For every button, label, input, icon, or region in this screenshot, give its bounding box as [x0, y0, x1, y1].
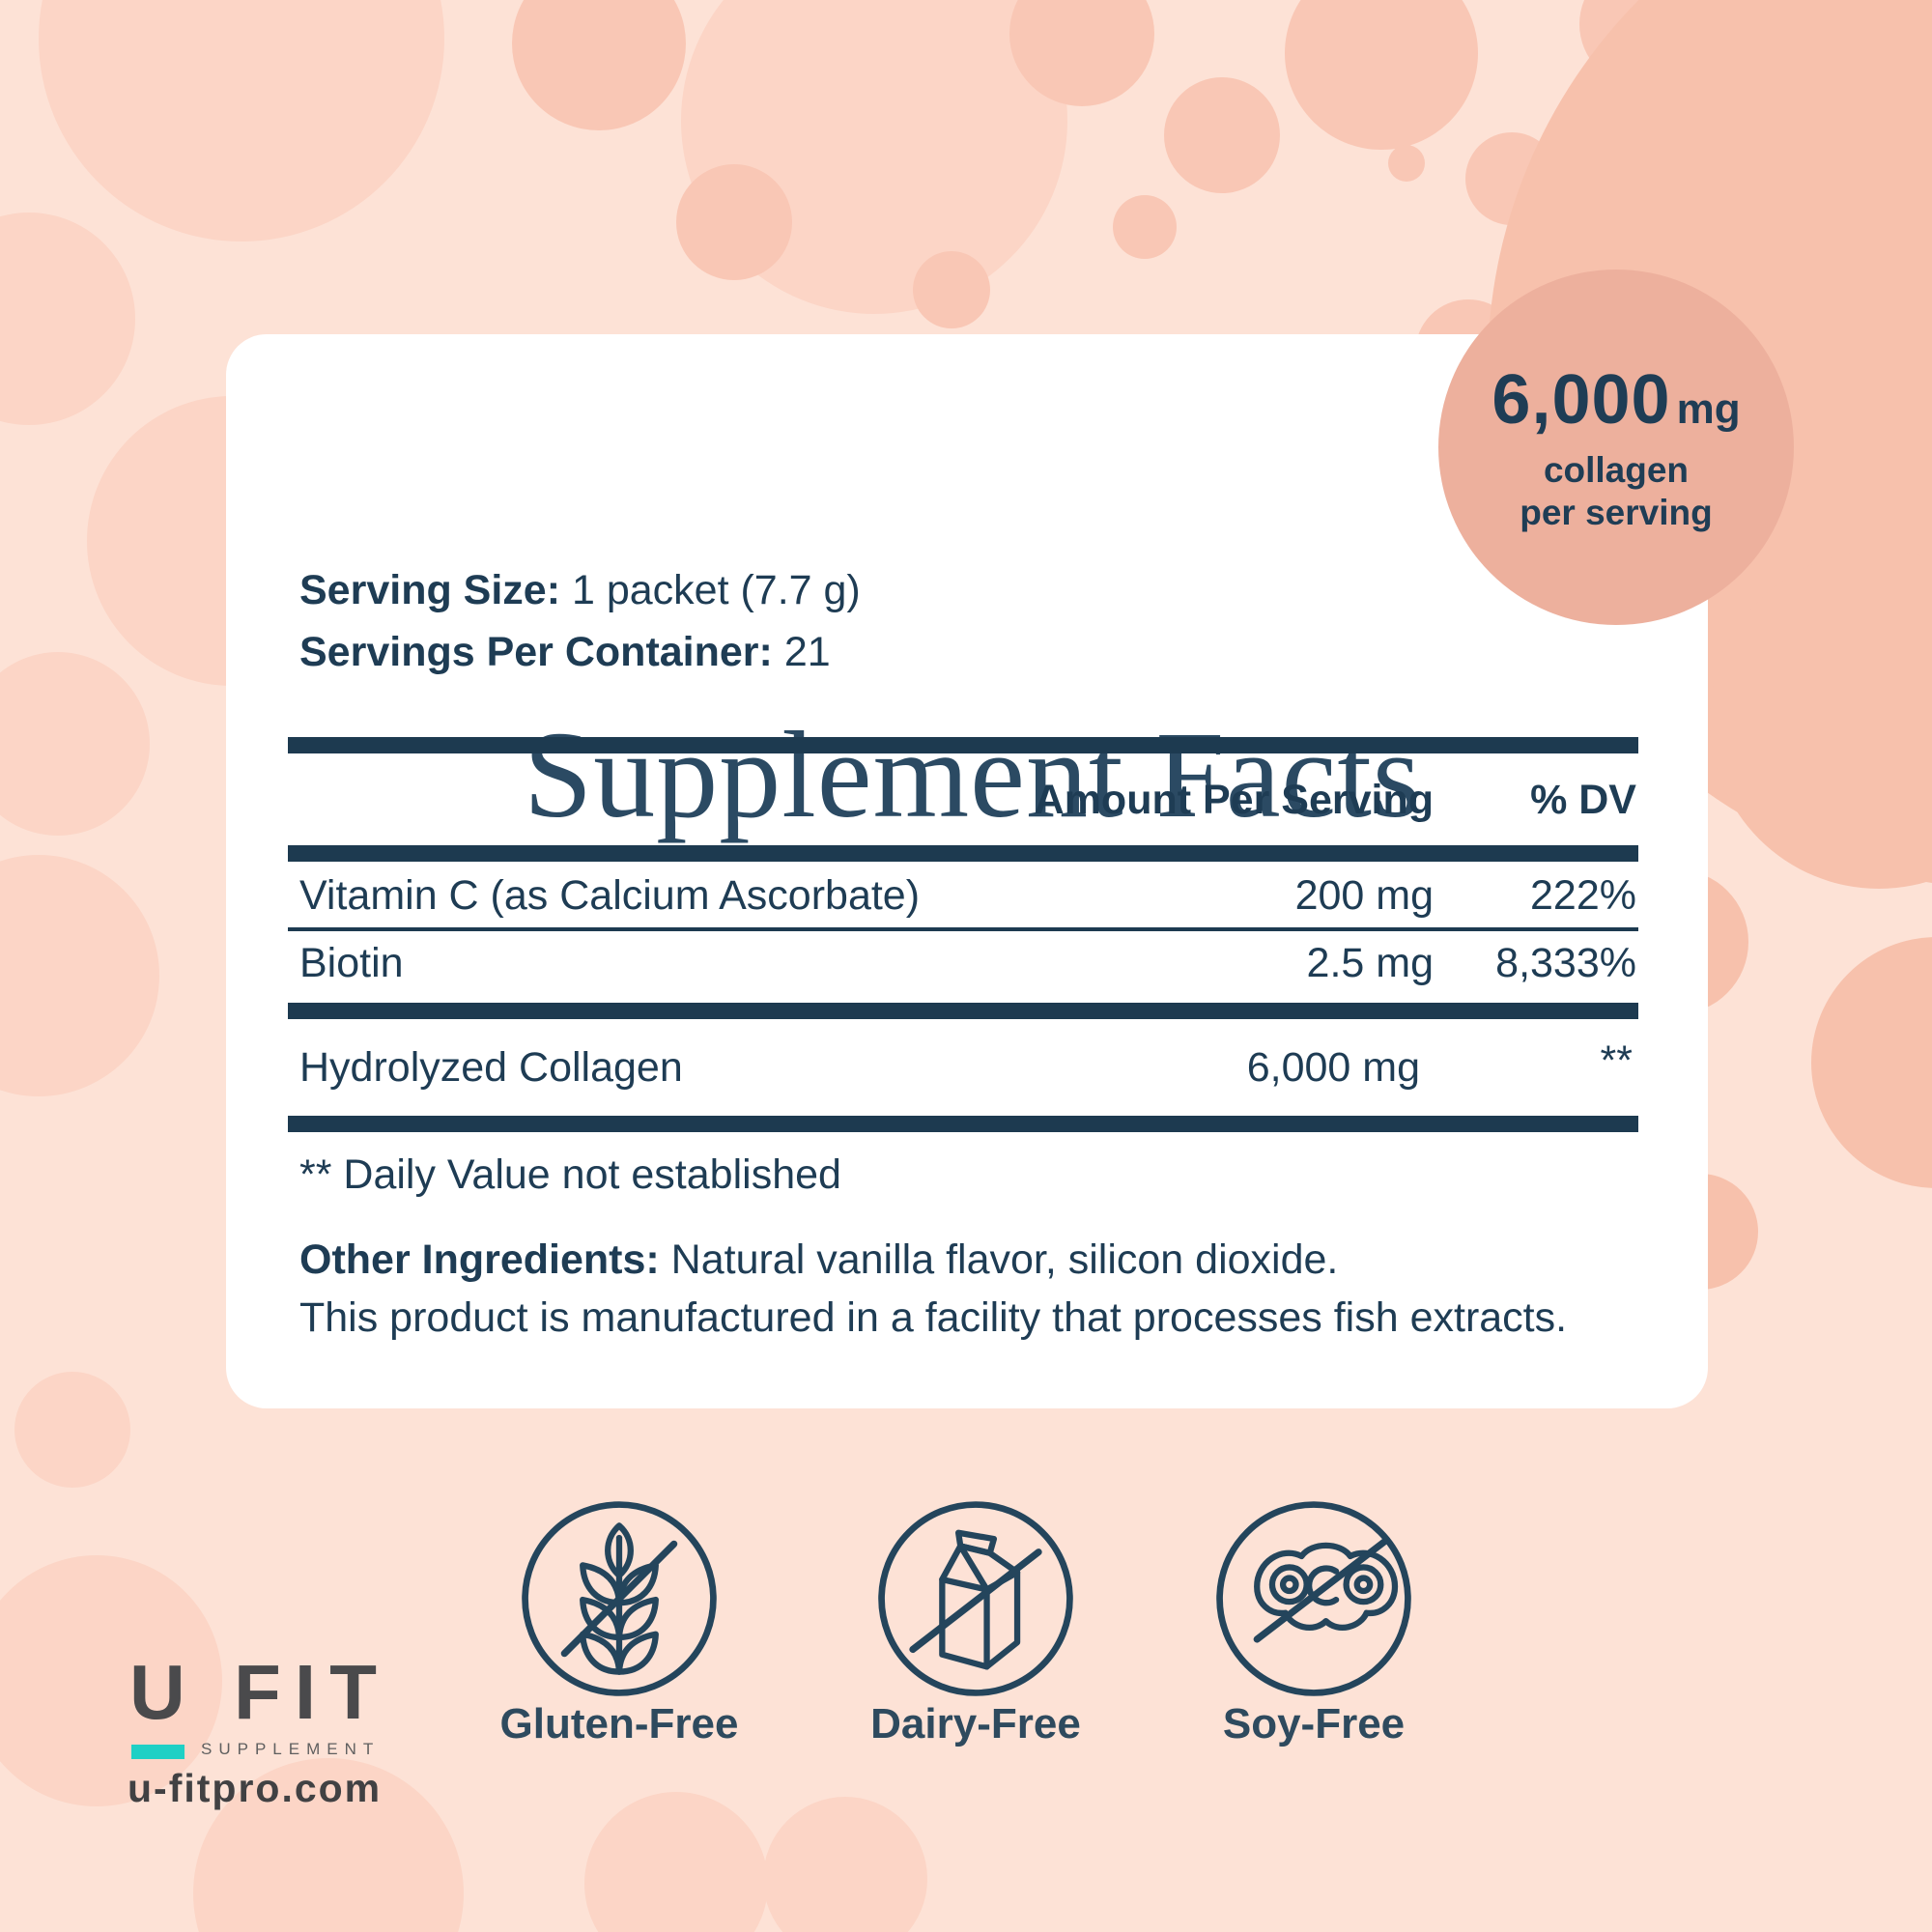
gluten-free-badge: Gluten-Free: [465, 1497, 774, 1748]
badge-amount-line: 6,000 mg: [1492, 360, 1740, 440]
table-row-dv: 8,333%: [1495, 940, 1636, 986]
bubble: [0, 855, 159, 1096]
table-row-amount: 2.5 mg: [1306, 940, 1434, 986]
serving-size-label: Serving Size:: [299, 567, 561, 613]
bubble: [1285, 0, 1478, 150]
soybean-crossed-icon: [1216, 1501, 1411, 1696]
bubble: [1811, 937, 1932, 1188]
column-header-dv: % DV: [1530, 777, 1636, 823]
serving-size-value: 1 packet (7.7 g): [560, 567, 861, 613]
table-row-nutrient: Biotin: [299, 940, 404, 986]
table-row-amount: 200 mg: [1294, 872, 1434, 919]
table-rule-top: [288, 737, 1638, 753]
table-row-amount: 6,000 mg: [1246, 1044, 1420, 1091]
badge-unit: mg: [1676, 385, 1741, 434]
badge-per-serving-text: per serving: [1520, 493, 1713, 532]
table-rule-row-separator: [288, 927, 1638, 931]
collagen-amount-badge: 6,000 mg collagen per serving: [1438, 270, 1794, 625]
servings-value: 21: [772, 629, 831, 675]
bubble: [763, 1797, 927, 1932]
soy-free-label: Soy-Free: [1222, 1700, 1406, 1747]
dairy-free-label: Dairy-Free: [870, 1700, 1081, 1747]
panel-title: Supplement Facts: [524, 706, 1422, 843]
table-rule-bottom: [288, 1116, 1638, 1132]
brand-teal-swatch: [131, 1745, 185, 1759]
brand-website: u-fitpro.com: [128, 1766, 383, 1810]
milk-carton-crossed-icon: [878, 1501, 1073, 1696]
bubble: [584, 1792, 768, 1932]
dairy-free-badge: Dairy-Free: [821, 1497, 1130, 1748]
bubble: [1388, 145, 1425, 182]
daily-value-footnote: ** Daily Value not established: [299, 1151, 841, 1198]
bubble: [0, 213, 135, 425]
bubble: [676, 164, 792, 280]
table-row-dv: **: [1600, 1037, 1633, 1084]
other-ingredients-line: Other Ingredients: Natural vanilla flavo…: [299, 1236, 1338, 1286]
table-row-dv: 222%: [1530, 872, 1636, 919]
facility-note: This product is manufactured in a facili…: [299, 1294, 1568, 1341]
other-ingredients-value: Natural vanilla flavor, silicon dioxide.: [659, 1236, 1339, 1283]
bubble: [39, 0, 444, 242]
brand-logo-text: U FIT: [129, 1649, 390, 1735]
column-header-amount: Amount Per Serving: [1034, 777, 1434, 823]
table-rule-under-header: [288, 845, 1638, 862]
bubble: [1164, 77, 1280, 193]
other-ingredients-label: Other Ingredients:: [299, 1236, 660, 1283]
table-row-nutrient: Vitamin C (as Calcium Ascorbate): [299, 872, 921, 919]
badge-amount: 6,000: [1492, 361, 1671, 440]
bubble: [913, 251, 990, 328]
badge-collagen-text: collagen: [1543, 450, 1690, 491]
bubble: [1113, 195, 1177, 259]
bubble: [0, 1555, 222, 1806]
bubble: [14, 1372, 130, 1488]
soy-free-badge: Soy-Free: [1159, 1497, 1468, 1748]
bubble: [512, 0, 686, 130]
brand-tagline: SUPPLEMENT: [201, 1740, 381, 1758]
gluten-free-label: Gluten-Free: [499, 1700, 739, 1747]
serving-size-line: Serving Size: 1 packet (7.7 g): [299, 566, 861, 616]
bubble: [0, 652, 150, 836]
table-rule-mid: [288, 1003, 1638, 1019]
servings-label: Servings Per Container:: [299, 629, 773, 675]
table-row-nutrient: Hydrolyzed Collagen: [299, 1044, 683, 1091]
servings-per-container-line: Servings Per Container: 21: [299, 628, 831, 678]
wheat-crossed-icon: [522, 1501, 717, 1696]
